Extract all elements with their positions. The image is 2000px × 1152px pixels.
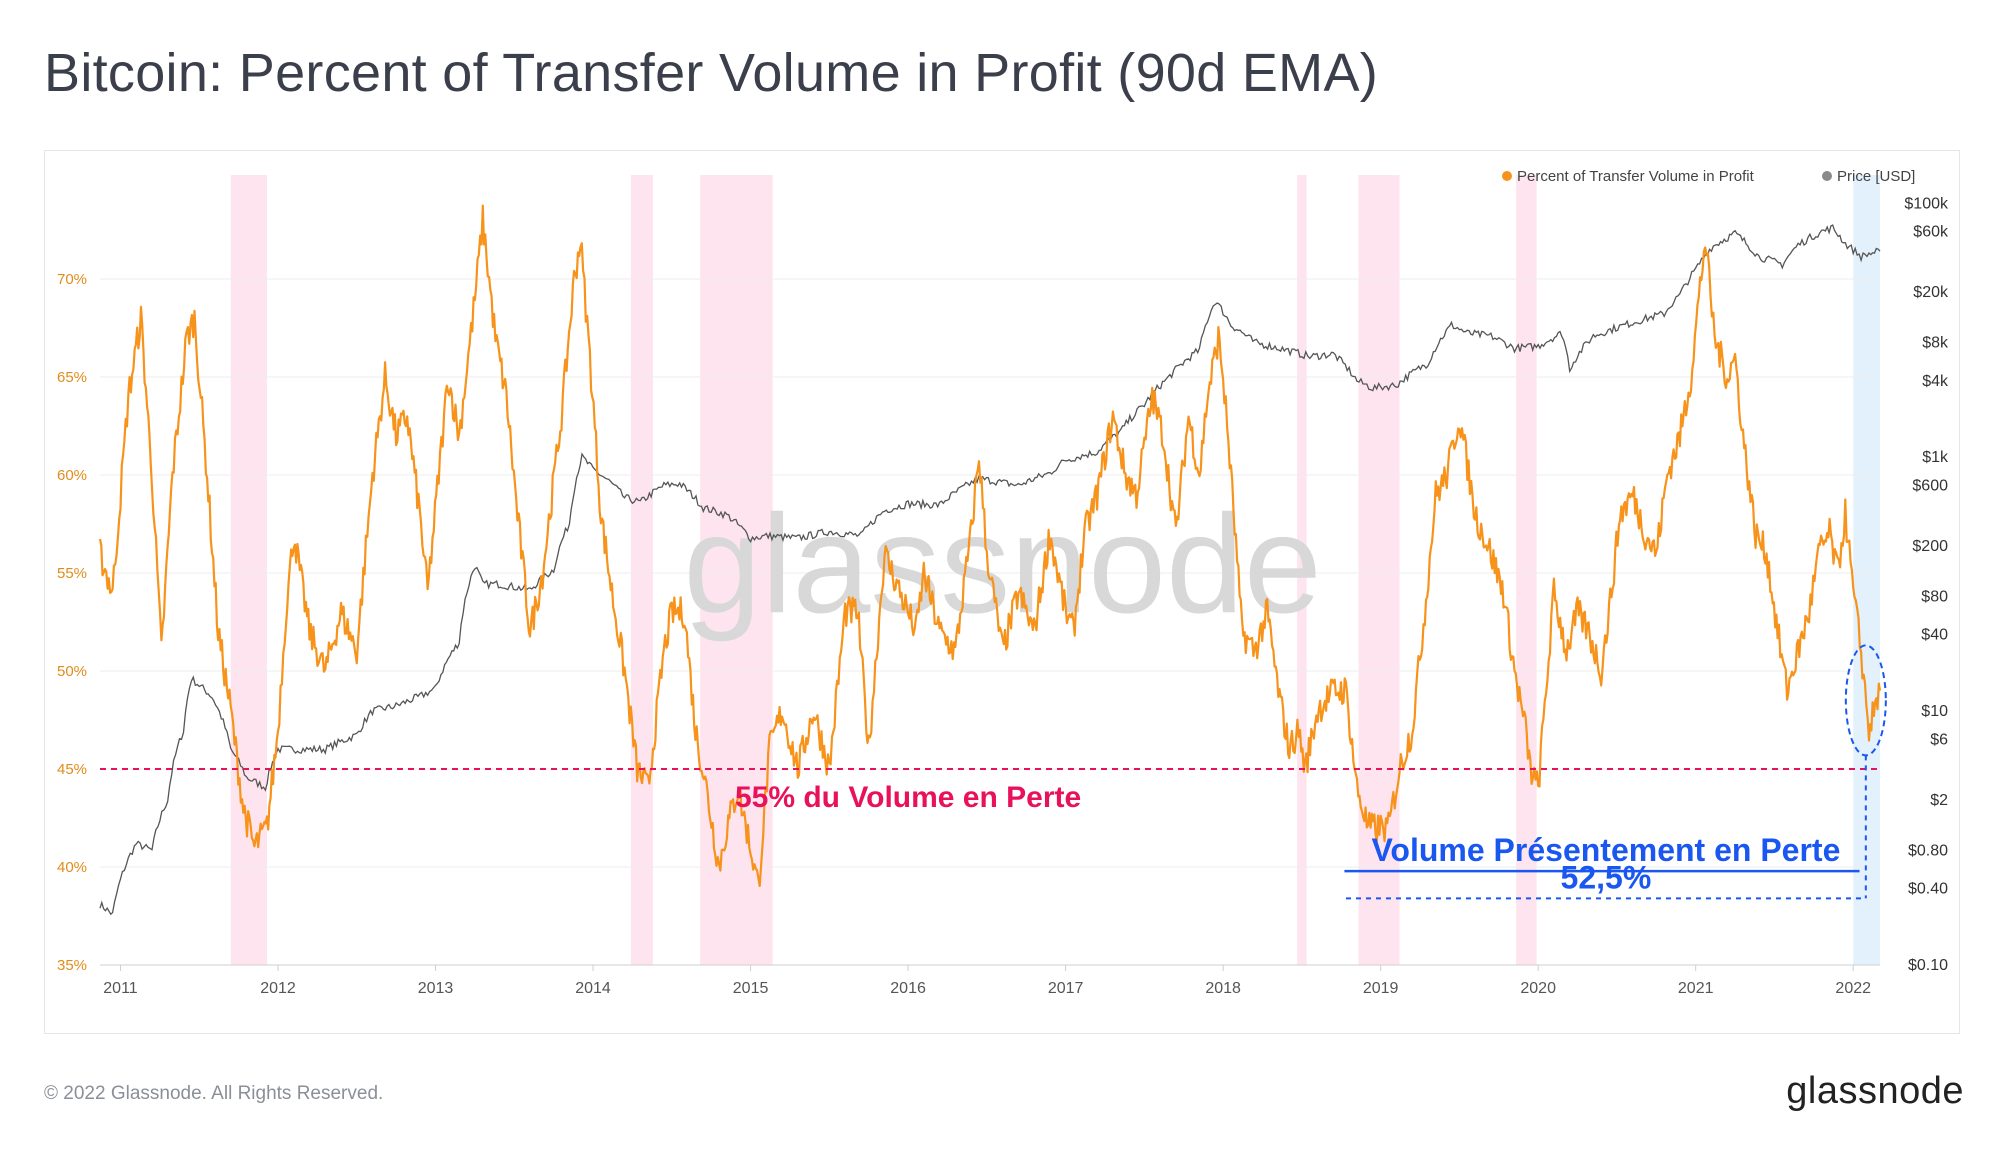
y-left-tick: 60% <box>57 467 87 484</box>
y-left-tick: 40% <box>57 859 87 876</box>
current-loss-label: Volume Présentement en Perte <box>1371 832 1840 868</box>
profit-series <box>98 204 1882 888</box>
x-tick: 2012 <box>260 980 296 997</box>
x-tick: 2019 <box>1363 980 1399 997</box>
y-right-tick: $20k <box>1913 284 1949 301</box>
current-loss-value: 52,5% <box>1561 860 1652 896</box>
y-right-tick: $2 <box>1930 792 1948 809</box>
y-left-tick: 70% <box>57 271 87 288</box>
page-title: Bitcoin: Percent of Transfer Volume in P… <box>44 43 1379 103</box>
y-right-tick: $40 <box>1921 627 1948 644</box>
y-left-tick: 55% <box>57 565 87 582</box>
legend-price-dot <box>1822 171 1832 181</box>
legend-profit-label: Percent of Transfer Volume in Profit <box>1517 168 1755 185</box>
y-right-tick: $6 <box>1930 731 1948 748</box>
loss-band-0 <box>230 175 267 965</box>
annotations: 55% du Volume en Perte Volume Présentemen… <box>100 644 1887 900</box>
y-right-tick: $10 <box>1921 703 1948 720</box>
y-right-tick: $200 <box>1912 538 1948 555</box>
y-right-tick: $0.40 <box>1908 881 1948 898</box>
loss-band-1 <box>630 175 653 965</box>
y-right-tick: $80 <box>1921 588 1948 605</box>
x-tick: 2016 <box>890 980 926 997</box>
y-left-tick: 65% <box>57 369 87 386</box>
x-tick: 2017 <box>1048 980 1084 997</box>
footer-copyright: © 2022 Glassnode. All Rights Reserved. <box>44 1083 384 1104</box>
x-tick: 2011 <box>103 980 138 997</box>
x-tick: 2018 <box>1205 980 1241 997</box>
brand-logo[interactable]: glassnode <box>1786 1070 1964 1112</box>
price-series <box>99 224 1881 916</box>
chart-frame: glassnode 35% 40% 45% 50% 55% 60% 65% 70% $0.10 $… <box>44 150 1960 1034</box>
y-right-tick: $1k <box>1922 449 1949 466</box>
y-right-tick: $0.80 <box>1908 842 1948 859</box>
grid <box>100 278 1880 966</box>
y-right-tick: $60k <box>1913 224 1949 241</box>
legend-profit-dot <box>1502 171 1512 181</box>
legend-price-label: Price [USD] <box>1837 168 1915 185</box>
y-right-tick: $8k <box>1922 335 1949 352</box>
y-right-tick: $600 <box>1912 477 1948 494</box>
y-left-tick: 50% <box>57 663 87 680</box>
y-right-tick: $4k <box>1922 373 1949 390</box>
axis-ticks: 35% 40% 45% 50% 55% 60% 65% 70% $0.10 $0.40 $0.80 $… <box>57 195 1949 997</box>
y-right-tick: $100k <box>1904 195 1949 212</box>
x-tick: 2022 <box>1835 980 1871 997</box>
x-tick: 2014 <box>575 980 611 997</box>
watermark: glassnode <box>683 485 1321 642</box>
y-right-tick: $0.10 <box>1908 957 1948 974</box>
price-line <box>99 224 1881 916</box>
y-left-tick: 45% <box>57 761 87 778</box>
current-band <box>1853 175 1880 965</box>
legend: Percent of Transfer Volume in Profit Pric… <box>1502 168 1915 185</box>
loss-threshold-label: 55% du Volume en Perte <box>735 781 1081 814</box>
x-tick: 2020 <box>1520 980 1556 997</box>
loss-band-3 <box>1297 175 1307 965</box>
x-tick: 2021 <box>1678 980 1714 997</box>
chart-svg: glassnode 35% 40% 45% 50% 55% 60% 65% 70% $0.10 $… <box>57 168 1949 997</box>
profit-line <box>98 204 1882 888</box>
y-left-tick: 35% <box>57 957 87 974</box>
x-tick: 2015 <box>733 980 769 997</box>
x-tick: 2013 <box>418 980 454 997</box>
